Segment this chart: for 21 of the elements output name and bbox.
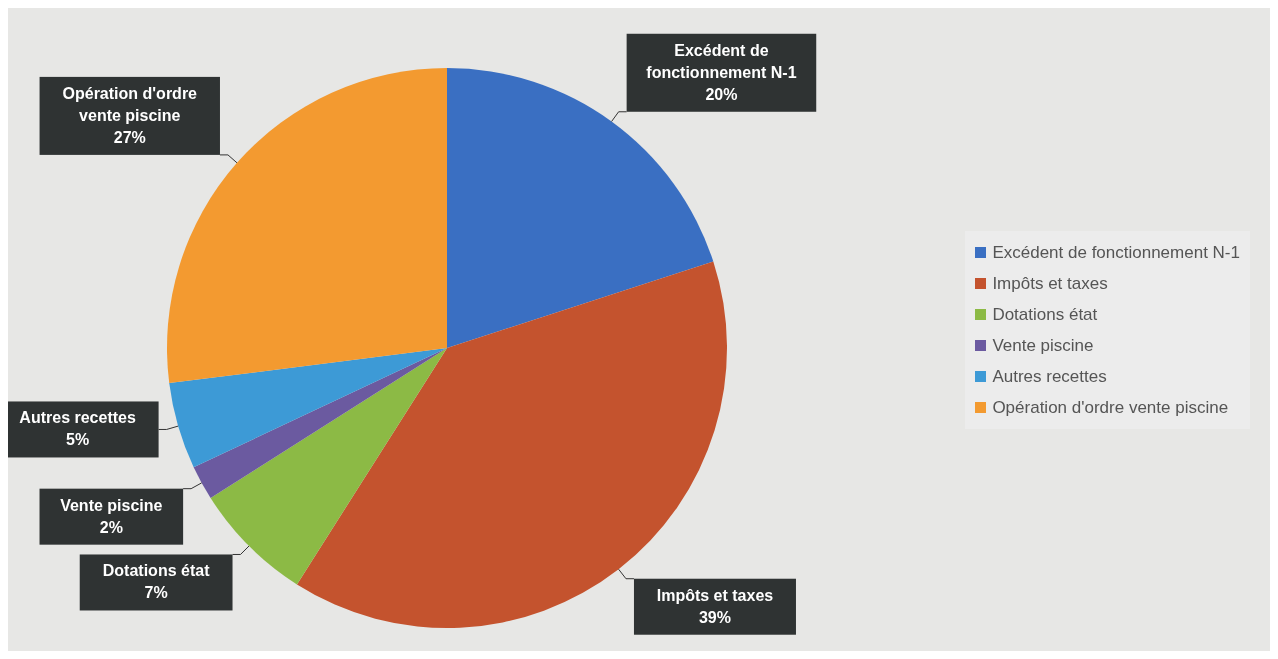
legend-label: Dotations état	[992, 303, 1098, 326]
slice-label: Vente piscine	[60, 496, 163, 514]
data-label: 20%	[705, 85, 738, 103]
slice-label: Opération d'ordre vente piscine	[62, 84, 198, 124]
pie-slice	[193, 348, 447, 499]
legend-label: Excédent de fonctionnement N-1	[992, 241, 1240, 264]
slice-label: Excédent de fonctionnement N-1	[646, 41, 797, 81]
pie-slice	[169, 348, 447, 468]
slice-label: Impôts et taxes	[656, 586, 774, 604]
data-label: 7%	[144, 584, 168, 602]
pie-slice	[210, 348, 447, 585]
legend-label: Opération d'ordre vente piscine	[992, 396, 1229, 419]
data-label: 39%	[698, 608, 731, 626]
slice-label: Autres recettes	[19, 409, 136, 427]
data-label: 27%	[113, 128, 146, 146]
data-label: 2%	[99, 518, 123, 536]
legend-label: Vente piscine	[992, 334, 1094, 357]
legend-label: Impôts et taxes	[992, 272, 1108, 295]
data-label: 5%	[66, 431, 90, 449]
legend-label: Autres recettes	[992, 365, 1107, 388]
slice-label: Dotations état	[102, 562, 211, 580]
